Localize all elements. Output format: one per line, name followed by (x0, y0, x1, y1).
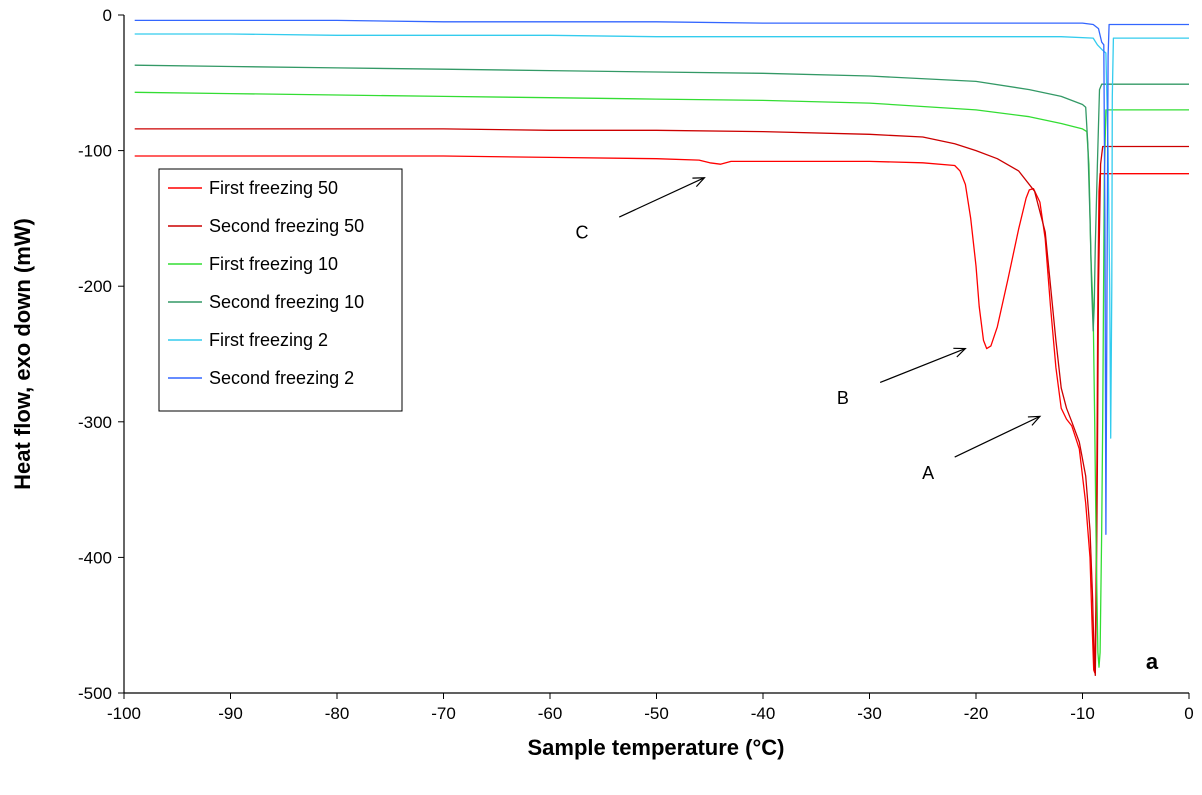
annotation-arrow (954, 415, 1041, 458)
annotations: A B C (575, 177, 1042, 483)
series-line-2 (134, 128, 1189, 677)
annotation-arrow (618, 177, 705, 218)
x-tick-label: -90 (218, 704, 243, 723)
y-tick-label: -300 (78, 413, 112, 432)
x-tick-label: -100 (107, 704, 141, 723)
legend-entry: Second freezing 10 (209, 292, 364, 312)
legend-entry: Second freezing 50 (209, 216, 364, 236)
annotation-arrowhead (692, 177, 706, 187)
x-axis-title: Sample temperature (°C) (528, 735, 785, 760)
series-line-4 (134, 64, 1189, 332)
x-tick-label: -80 (325, 704, 350, 723)
y-tick-label: 0 (103, 6, 112, 25)
x-tick-label: -60 (538, 704, 563, 723)
x-tick-label: 0 (1184, 704, 1193, 723)
y-tick-label: -500 (78, 684, 112, 703)
legend-box (158, 168, 403, 412)
x-tick-label: -10 (1070, 704, 1095, 723)
x-tick-label: -40 (751, 704, 776, 723)
y-axis-ticks: 0 -100 -200 -300 -400 -500 (78, 6, 124, 703)
legend-entry: First freezing 10 (209, 254, 338, 274)
series-line-6 (134, 19, 1189, 535)
legend-entry: First freezing 2 (209, 330, 328, 350)
annotation-label: A (922, 463, 934, 483)
series-line-1 (134, 155, 1189, 674)
annotation-label: B (837, 388, 849, 408)
annotation-label: C (575, 223, 588, 243)
panel-label: a (1146, 649, 1159, 674)
series-line-5 (134, 33, 1189, 439)
legend: First freezing 50 Second freezing 50 First… (158, 168, 403, 412)
y-tick-label: -400 (78, 548, 112, 567)
x-axis-ticks: -100 -90 -80 -70 -60 -50 -40 -30 -20 -10 0 (107, 693, 1194, 723)
legend-entry: Second freezing 2 (209, 368, 354, 388)
y-tick-label: -200 (78, 277, 112, 296)
y-tick-label: -100 (78, 142, 112, 161)
x-tick-label: -70 (431, 704, 456, 723)
annotation-arrowhead (953, 347, 967, 358)
plot-lines (134, 19, 1189, 677)
y-axis-title: Heat flow, exo down (mW) (10, 218, 35, 490)
legend-entry: First freezing 50 (209, 178, 338, 198)
x-tick-label: -30 (857, 704, 882, 723)
annotation-arrow (879, 348, 966, 384)
x-tick-label: -50 (644, 704, 669, 723)
x-tick-label: -20 (964, 704, 989, 723)
annotation-arrowhead (1027, 415, 1042, 426)
